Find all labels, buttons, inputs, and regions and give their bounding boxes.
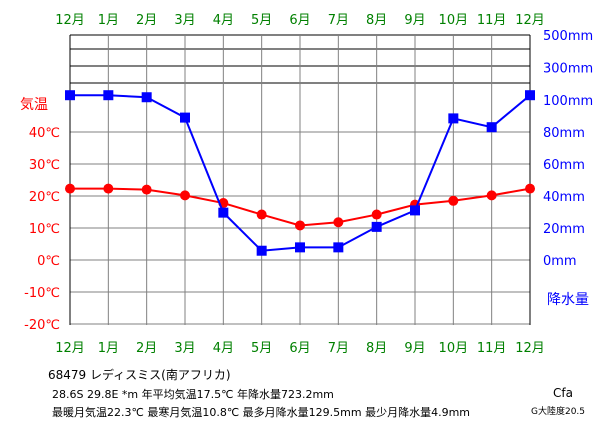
- climate-classification: Cfa: [553, 386, 573, 400]
- precipitation-point: [256, 245, 267, 256]
- precip-tick-label: 60mm: [543, 158, 585, 173]
- month-label-top: 2月: [136, 13, 157, 28]
- precipitation-point: [486, 122, 497, 133]
- precip-tick-label: 100mm: [543, 94, 593, 109]
- precipitation-point: [410, 205, 420, 216]
- month-label-top: 5月: [251, 13, 272, 28]
- month-label-bottom: 12月: [55, 341, 85, 356]
- precip-tick-label: 0mm: [543, 254, 577, 269]
- month-label-top: 10月: [439, 13, 469, 28]
- precipitation-point: [295, 242, 305, 253]
- temperature-point: [65, 183, 75, 194]
- climate-chart: 12月 1月 2月 3月 4月 5月 6月 7月 8月 9月 10月 11月 12月 12月 1月 2月 3月 4…: [20, 13, 593, 356]
- temp-tick-label: 10℃: [29, 222, 60, 237]
- temperature-point: [103, 183, 114, 194]
- temp-tick-label: 40℃: [29, 126, 60, 141]
- month-label-bottom: 11月: [477, 341, 507, 356]
- data-series: [65, 90, 535, 256]
- precip-tick-label: 40mm: [543, 190, 585, 205]
- station-coords-summary: 28.6S 29.8E *m 年平均気温17.5℃ 年降水量723.2mm: [52, 388, 334, 401]
- temperature-point: [333, 217, 344, 228]
- precipitation-point: [141, 92, 152, 103]
- temperature-point: [525, 183, 535, 194]
- temperature-point: [256, 209, 267, 220]
- precipitation-point: [103, 90, 114, 101]
- precipitation-point: [180, 112, 190, 123]
- month-label-bottom: 7月: [328, 341, 349, 356]
- station-title: 68479 レディスミス(南アフリカ): [48, 366, 231, 383]
- month-label-top: 6月: [289, 13, 310, 28]
- grid-lines: [70, 34, 530, 325]
- temperature-point: [141, 184, 152, 195]
- month-label-top: 12月: [55, 13, 85, 28]
- precip-axis-title: 降水量: [547, 292, 589, 308]
- month-label-bottom: 3月: [174, 341, 195, 356]
- month-label-top: 8月: [366, 13, 387, 28]
- temp-axis-title: 気温: [20, 97, 48, 113]
- temperature-point: [486, 190, 497, 201]
- month-label-bottom: 12月: [515, 341, 545, 356]
- station-name: レディスミス(南アフリカ): [90, 368, 231, 382]
- month-label-bottom: 9月: [404, 341, 425, 356]
- month-label-top: 3月: [174, 13, 195, 28]
- precipitation-point: [65, 90, 75, 101]
- precipitation-point: [525, 90, 535, 101]
- tick-labels: 12月 1月 2月 3月 4月 5月 6月 7月 8月 9月 10月 11月 12月 12月 1月 2月 3月 4…: [20, 13, 593, 356]
- month-label-top: 12月: [515, 13, 545, 28]
- precipitation-point: [333, 242, 344, 253]
- temperature-point: [180, 190, 190, 201]
- month-label-top: 11月: [477, 13, 507, 28]
- temperature-point: [295, 220, 305, 231]
- station-id: 68479: [48, 368, 87, 382]
- month-label-top: 7月: [328, 13, 349, 28]
- month-label-top: 1月: [98, 13, 119, 28]
- month-label-bottom: 2月: [136, 341, 157, 356]
- month-label-top: 9月: [404, 13, 425, 28]
- temp-tick-label: -10℃: [24, 286, 60, 301]
- month-label-bottom: 5月: [251, 341, 272, 356]
- precip-tick-label: 500mm: [543, 29, 593, 44]
- precip-tick-label: 80mm: [543, 126, 585, 141]
- month-label-bottom: 6月: [289, 341, 310, 356]
- precipitation-point: [371, 221, 382, 232]
- station-extremes-summary: 最暖月気温22.3℃ 最寒月気温10.8℃ 最多月降水量129.5mm 最少月降…: [52, 406, 471, 419]
- precip-tick-label: 20mm: [543, 222, 585, 237]
- temp-tick-label: 0℃: [37, 254, 60, 269]
- temp-tick-label: 30℃: [29, 158, 60, 173]
- temperature-point: [371, 209, 382, 220]
- temperature-point: [448, 195, 459, 206]
- temp-tick-label: -20℃: [24, 318, 60, 333]
- temp-tick-label: 20℃: [29, 190, 60, 205]
- month-label-bottom: 10月: [439, 341, 469, 356]
- month-label-bottom: 1月: [98, 341, 119, 356]
- month-label-bottom: 4月: [213, 341, 234, 356]
- continentality-index: G大陸度20.5: [531, 407, 586, 417]
- month-label-top: 4月: [213, 13, 234, 28]
- precipitation-point: [448, 113, 459, 124]
- plot-frame: [69, 35, 531, 325]
- precipitation-point: [218, 207, 229, 218]
- month-label-bottom: 8月: [366, 341, 387, 356]
- precip-tick-label: 300mm: [543, 62, 593, 77]
